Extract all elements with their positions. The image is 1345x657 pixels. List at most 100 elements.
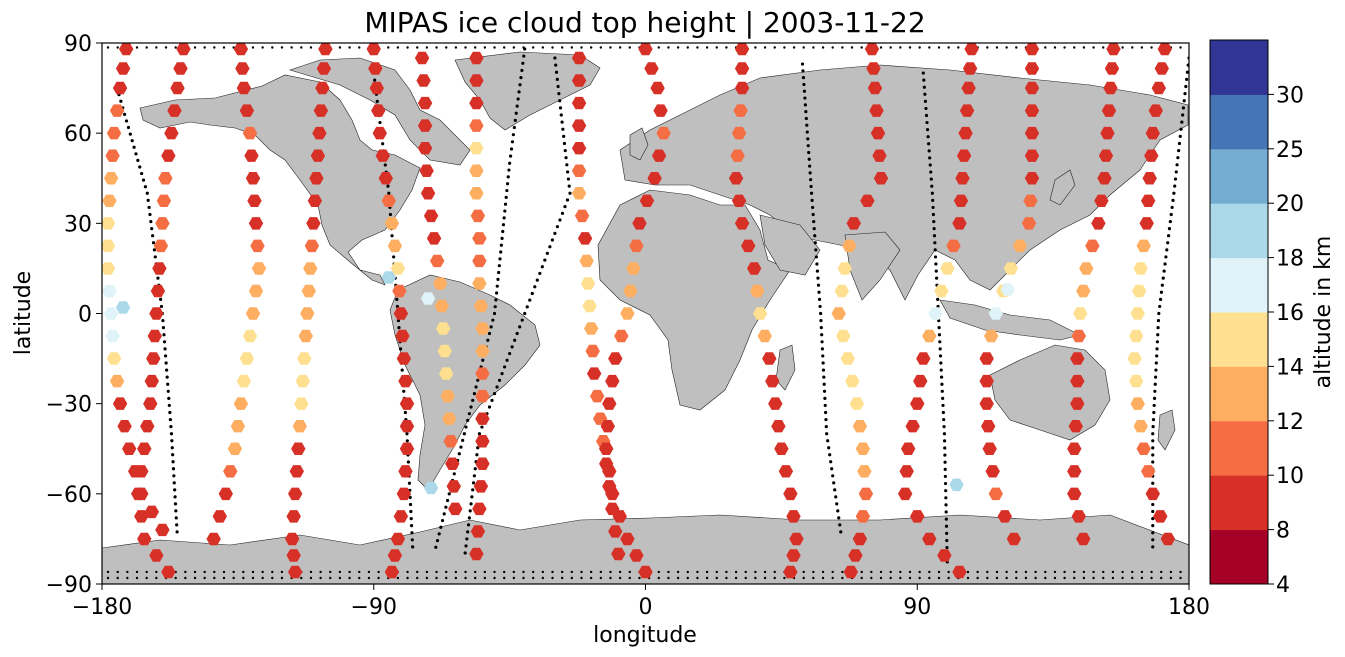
no-cloud-dot [811,212,815,217]
no-cloud-dot [813,234,817,238]
cloud-top-marker [310,149,326,162]
no-cloud-dot [811,205,815,210]
cloud-top-marker [105,149,120,162]
no-cloud-dot [1168,219,1172,224]
cloud-top-marker [140,420,155,433]
no-cloud-dot [1151,516,1155,521]
no-cloud-dot [1015,570,1018,574]
colorbar-segment [1210,312,1268,367]
cloud-top-marker [905,420,920,433]
no-cloud-dot [1131,570,1134,574]
no-cloud-dot [567,184,571,188]
cloud-top-marker [475,412,490,425]
no-cloud-dot [551,46,554,49]
no-cloud-dot [929,170,933,174]
no-cloud-dot [106,570,110,574]
cloud-top-marker [958,126,973,140]
no-cloud-dot [540,265,544,269]
no-cloud-dot [943,474,947,479]
cloud-top-marker [733,104,748,117]
no-cloud-dot [487,331,492,336]
no-cloud-dot [499,250,503,254]
no-cloud-dot [560,120,564,124]
cloud-top-marker [239,352,255,365]
no-cloud-dot [1185,77,1189,81]
cloud-top-marker [728,172,744,185]
no-cloud-dot [338,46,342,49]
no-cloud-dot [169,432,174,436]
cloud-top-marker [789,532,804,546]
no-cloud-dot [147,205,151,210]
no-cloud-dot [836,509,840,513]
colorbar-segment [1210,475,1268,531]
no-cloud-dot [553,56,557,60]
cloud-top-marker [1076,532,1091,546]
y-tick-label: −90 [46,573,92,598]
no-cloud-dot [783,46,786,49]
no-cloud-dot [522,576,525,580]
no-cloud-dot [927,149,931,153]
no-cloud-dot [193,46,197,49]
cloud-top-marker [605,487,620,501]
y-axis-label: latitude [11,271,36,355]
no-cloud-dot [128,132,132,136]
no-cloud-dot [145,191,149,195]
no-cloud-dot [171,453,175,457]
cloud-top-marker [312,126,327,140]
no-cloud-dot [493,46,496,49]
no-cloud-dot [1151,432,1155,436]
no-cloud-dot [1044,576,1047,580]
no-cloud-dot [1151,531,1155,535]
no-cloud-dot [319,570,322,574]
cloud-top-marker [898,487,913,501]
no-cloud-dot [763,570,767,574]
no-cloud-dot [503,209,507,213]
no-cloud-dot [821,576,825,580]
no-cloud-dot [1024,576,1028,580]
no-cloud-dot [531,570,535,574]
no-cloud-dot [1015,576,1018,580]
cloud-top-marker [872,149,887,162]
no-cloud-dot [570,46,574,49]
cloud-top-marker [223,465,238,478]
cloud-top-marker [580,277,596,290]
cloud-top-marker [783,487,798,501]
no-cloud-dot [425,570,429,574]
no-cloud-dot [410,538,414,542]
cloud-top-marker [304,239,320,253]
no-cloud-dot [841,570,844,574]
no-cloud-dot [812,46,815,49]
cloud-top-marker [608,525,623,538]
no-cloud-dot [1053,46,1057,49]
no-cloud-dot [828,453,832,457]
cloud-top-marker [836,329,851,343]
cloud-top-marker [115,301,131,314]
cloud-top-marker [1070,352,1085,365]
no-cloud-dot [933,241,937,245]
no-cloud-dot [986,46,989,49]
no-cloud-dot [1162,269,1166,273]
no-cloud-dot [560,46,564,49]
cloud-top-marker [913,374,928,388]
y-tick-label: 30 [64,212,92,237]
cloud-top-marker [470,209,486,223]
no-cloud-dot [1154,361,1158,365]
cloud-top-marker [1129,374,1144,388]
no-cloud-dot [560,576,564,580]
cloud-top-marker [472,232,487,245]
cloud-top-marker [778,465,794,478]
colorbar-tick-label: 18 [1276,247,1304,272]
no-cloud-dot [889,46,892,49]
no-cloud-dot [487,405,492,409]
cloud-top-marker [416,74,431,87]
no-cloud-dot [457,452,461,456]
no-cloud-dot [141,178,146,182]
no-cloud-dot [470,495,474,499]
no-cloud-dot [461,438,465,443]
no-cloud-dot [942,425,946,429]
no-cloud-dot [442,512,446,516]
no-cloud-dot [1150,576,1153,580]
no-cloud-dot [502,365,507,369]
cloud-top-marker [417,142,433,155]
no-cloud-dot [820,333,824,337]
